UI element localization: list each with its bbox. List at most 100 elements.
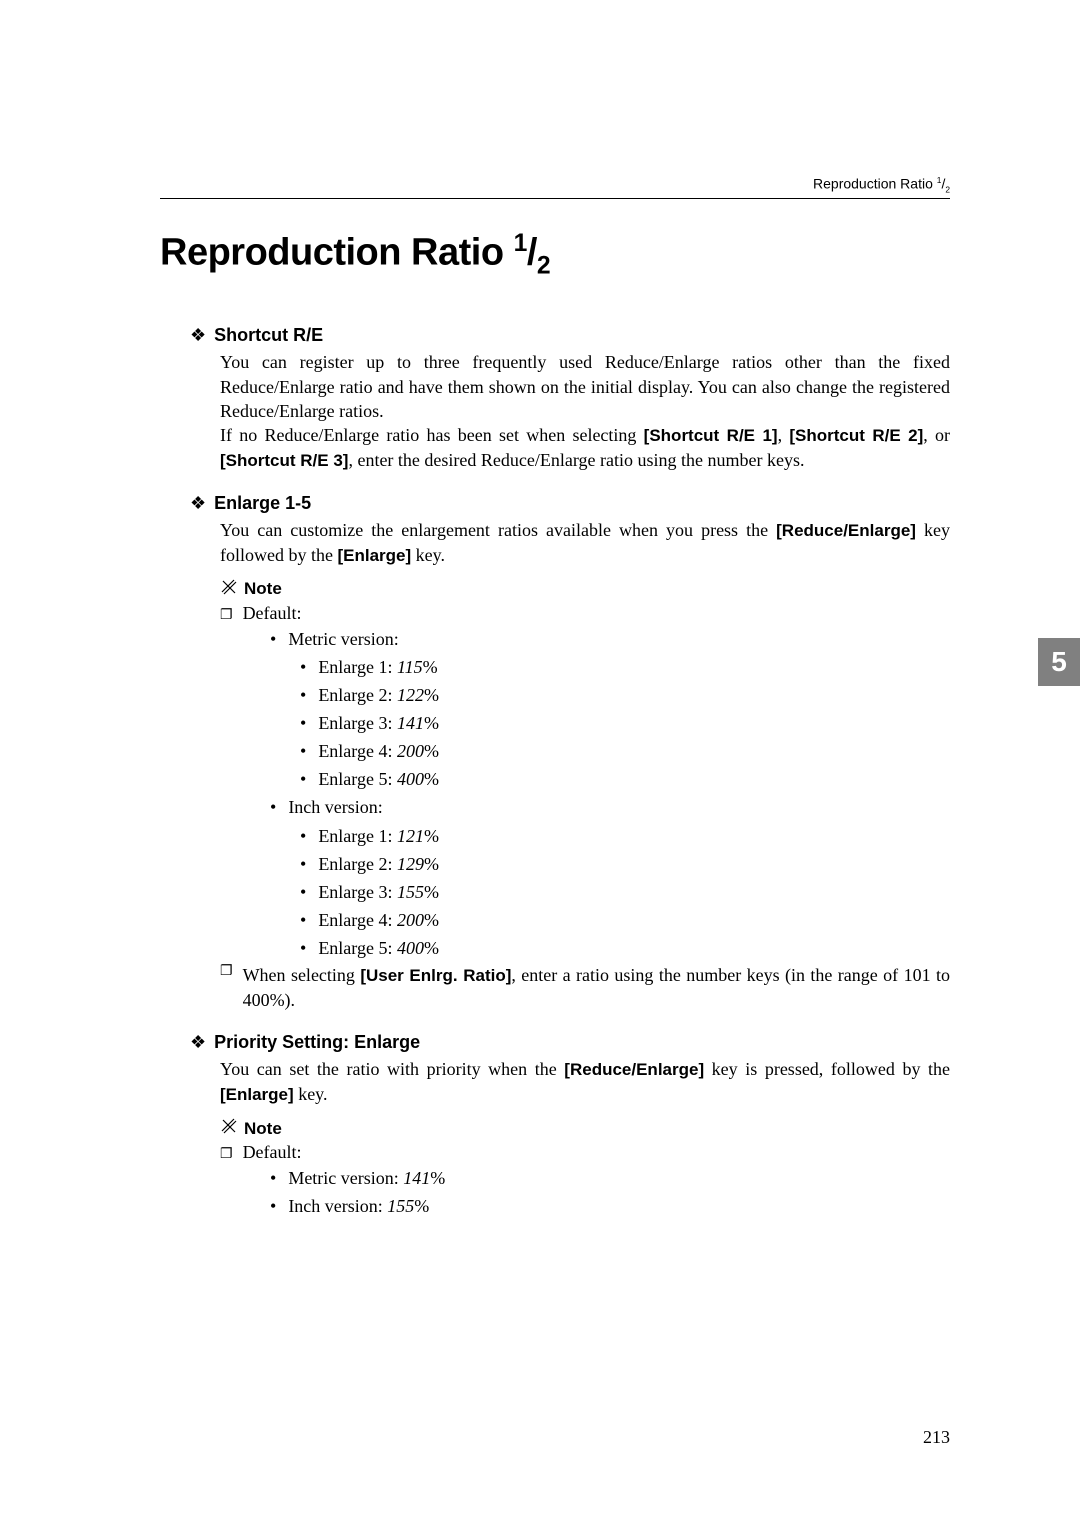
priority-label-2: [Enlarge]	[220, 1085, 294, 1104]
metric-sub-list: •Enlarge 1: 115%•Enlarge 2: 122%•Enlarge…	[300, 654, 950, 792]
priority-inch: Inch version: 155%	[288, 1193, 429, 1219]
header-divider	[160, 198, 950, 199]
priority-metric: Metric version: 141%	[288, 1165, 445, 1191]
note-item-default: ❐ Default:	[220, 603, 950, 624]
note-heading: Note	[220, 1117, 950, 1140]
round-bullet-icon: •	[270, 626, 276, 652]
bullet-list: • Metric version: 141% • Inch version: 1…	[270, 1165, 950, 1219]
shortcut-label-1: [Shortcut R/E 1]	[644, 426, 778, 445]
note2-label: [User Enlrg. Ratio]	[360, 966, 511, 985]
bullet-item-inch: • Inch version:	[270, 794, 950, 820]
bullet-list: • Metric version: •Enlarge 1: 115%•Enlar…	[270, 626, 950, 961]
page-container: Reproduction Ratio 1/2 Reproduction Rati…	[0, 0, 1080, 1526]
enlarge-label-1: [Reduce/Enlarge]	[776, 521, 916, 540]
chapter-tab: 5	[1038, 638, 1080, 686]
priority-body-a: You can set the ratio with priority when…	[220, 1059, 564, 1079]
enlarge-value-item: •Enlarge 3: 141%	[300, 710, 950, 736]
note-heading: Note	[220, 578, 950, 601]
metric-prefix: Metric version:	[288, 1168, 403, 1188]
note-item-default: ❐ Default:	[220, 1142, 950, 1163]
section-enlarge15: ❖ Enlarge 1-5 You can customize the enla…	[190, 493, 950, 1012]
shortcut-body-1: You can register up to three frequently …	[220, 352, 950, 421]
note-label: Note	[244, 579, 282, 599]
enlarge-value-item: • Enlarge 2: 129%	[300, 851, 950, 877]
metric-suffix: %	[430, 1168, 445, 1188]
enlarge-value-item: • Enlarge 5: 400%	[300, 766, 950, 792]
round-bullet-icon: •	[300, 935, 306, 961]
round-bullet-icon: •	[270, 1165, 276, 1191]
round-bullet-icon: •	[300, 907, 306, 933]
note-text-container: When selecting [User Enlrg. Ratio], ente…	[243, 963, 950, 1012]
enlarge-value-item: • Enlarge 4: 200%	[300, 907, 950, 933]
enlarge-label-2: [Enlarge]	[337, 546, 411, 565]
enlarge-value-text: Enlarge 1: 121%	[318, 823, 439, 849]
inch-sub-list: • Enlarge 1: 121% • Enlarge 2: 129% • Enlarge…	[300, 823, 950, 961]
enlarge-value-text: Enlarge 2: 122%	[318, 682, 439, 708]
inch-suffix: %	[414, 1196, 429, 1216]
note-icon	[220, 1117, 238, 1140]
header-fraction-den: 2	[945, 184, 950, 194]
shortcut-label-2: [Shortcut R/E 2]	[789, 426, 923, 445]
round-bullet-icon: •	[300, 766, 306, 792]
round-bullet-icon: •	[300, 851, 306, 877]
round-bullet-icon: •	[300, 823, 306, 849]
enlarge-value-text: Enlarge 3: 155%	[318, 879, 439, 905]
round-bullet-icon: •	[300, 654, 306, 680]
shortcut-body-2b: ,	[778, 425, 790, 445]
round-bullet-icon: •	[300, 710, 306, 736]
square-bullet-icon: ❐	[220, 963, 233, 1012]
note-icon	[220, 578, 238, 601]
priority-body-c: key.	[294, 1084, 328, 1104]
default-label: Default:	[243, 603, 302, 624]
default-label: Default:	[243, 1142, 302, 1163]
section-heading: ❖ Enlarge 1-5	[190, 493, 950, 514]
note-label: Note	[244, 1119, 282, 1139]
page-number: 213	[923, 1427, 950, 1448]
section-heading: ❖ Shortcut R/E	[190, 325, 950, 346]
inch-value: 155	[387, 1196, 414, 1216]
priority-label-1: [Reduce/Enlarge]	[564, 1060, 704, 1079]
shortcut-body-2a: If no Reduce/Enlarge ratio has been set …	[220, 425, 644, 445]
section-title: Priority Setting: Enlarge	[214, 1032, 420, 1053]
metric-label: Metric version:	[288, 626, 398, 652]
enlarge-value-text: Enlarge 2: 129%	[318, 851, 439, 877]
note2-a: When selecting	[243, 965, 361, 985]
metric-value: 141	[403, 1168, 430, 1188]
enlarge-value-text: Enlarge 4: 200%	[318, 738, 439, 764]
enlarge-value-item: • Enlarge 5: 400%	[300, 935, 950, 961]
note-list: ❐ Default: • Metric version: 141% • Inch…	[220, 1142, 950, 1219]
bullet-item-metric: • Metric version: 141%	[270, 1165, 950, 1191]
section-body: You can set the ratio with priority when…	[220, 1057, 950, 1107]
shortcut-label-3: [Shortcut R/E 3]	[220, 451, 348, 470]
round-bullet-icon: •	[300, 879, 306, 905]
enlarge-value-text: Enlarge 4: 200%	[318, 907, 439, 933]
section-body: You can customize the enlargement ratios…	[220, 518, 950, 568]
inch-label: Inch version:	[288, 794, 382, 820]
enlarge-value-item: •Enlarge 1: 115%	[300, 654, 950, 680]
round-bullet-icon: •	[270, 1193, 276, 1219]
priority-body-b: key is pressed, followed by the	[704, 1059, 950, 1079]
square-bullet-icon: ❐	[220, 607, 233, 624]
enlarge-value-item: •Enlarge 4: 200%	[300, 738, 950, 764]
diamond-icon: ❖	[190, 325, 206, 346]
square-bullet-icon: ❐	[220, 1146, 233, 1163]
enlarge-value-text: Enlarge 5: 400%	[318, 766, 439, 792]
header-text: Reproduction Ratio 1/2	[813, 175, 950, 194]
note-list: ❐ Default: • Metric version: •Enlarge 1:…	[220, 603, 950, 1012]
title-prefix: Reproduction Ratio	[160, 232, 514, 274]
shortcut-body-2c: , or	[923, 425, 950, 445]
diamond-icon: ❖	[190, 1032, 206, 1053]
enlarge-value-text: Enlarge 5: 400%	[318, 935, 439, 961]
enlarge-body-a: You can customize the enlargement ratios…	[220, 520, 776, 540]
section-title: Enlarge 1-5	[214, 493, 311, 514]
round-bullet-icon: •	[300, 682, 306, 708]
note-item-user-ratio: ❐ When selecting [User Enlrg. Ratio], en…	[220, 963, 950, 1012]
bullet-item-inch: • Inch version: 155%	[270, 1193, 950, 1219]
enlarge-value-item: • Enlarge 2: 122%	[300, 682, 950, 708]
header-fraction-num: 1	[937, 175, 942, 185]
header-prefix: Reproduction Ratio	[813, 176, 937, 192]
section-shortcut: ❖ Shortcut R/E You can register up to th…	[190, 325, 950, 473]
bullet-item-metric: • Metric version:	[270, 626, 950, 652]
inch-prefix: Inch version:	[288, 1196, 387, 1216]
round-bullet-icon: •	[270, 794, 276, 820]
